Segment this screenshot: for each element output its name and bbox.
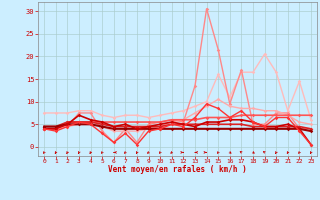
X-axis label: Vent moyen/en rafales ( km/h ): Vent moyen/en rafales ( km/h ) — [108, 165, 247, 174]
